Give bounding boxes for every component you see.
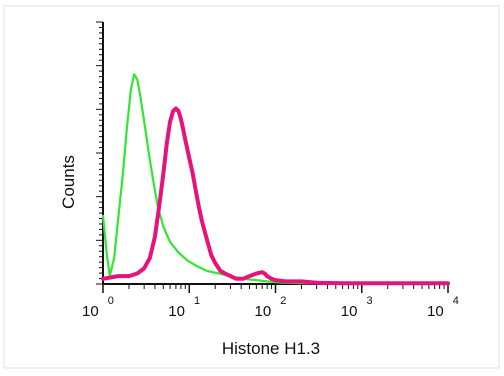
x-tick-label: 10 3 [340,295,373,321]
series-layer [101,73,450,286]
x-tick-base: 10 [340,303,358,320]
x-tick-label: 10 1 [168,295,200,321]
x-tick-label: 10 2 [254,295,287,321]
x-tick-base: 10 [168,303,185,320]
x-tick-label: 10 0 [82,295,114,321]
x-tick-base: 10 [254,303,272,320]
x-tick-base: 10 [82,303,99,320]
x-tick-exponent: 0 [107,295,114,307]
x-tick-exponent: 3 [366,295,373,307]
x-tick-exponent: 4 [452,295,459,307]
panel-border [3,5,500,369]
y-axis-label: Counts [59,155,78,209]
x-axis-ticks [102,284,449,293]
series-line-1 [101,73,450,285]
y-axis-ticks [96,21,103,285]
x-axis-label: Histone H1.3 [221,339,321,358]
x-tick-base: 10 [427,303,444,320]
x-tick-exponent: 1 [193,295,201,307]
series-line-2 [101,106,450,286]
x-tick-label: 10 4 [427,295,459,321]
x-tick-exponent: 2 [280,295,287,307]
